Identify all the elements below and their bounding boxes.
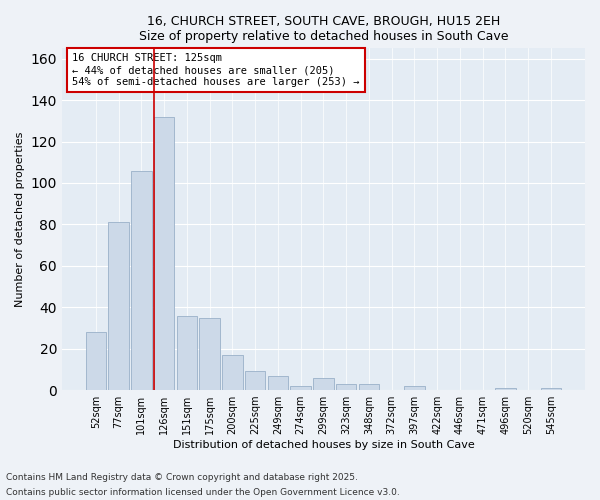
Bar xyxy=(131,170,152,390)
X-axis label: Distribution of detached houses by size in South Cave: Distribution of detached houses by size … xyxy=(173,440,475,450)
Bar xyxy=(199,318,220,390)
Text: Contains HM Land Registry data © Crown copyright and database right 2025.: Contains HM Land Registry data © Crown c… xyxy=(6,473,358,482)
Bar xyxy=(86,332,106,390)
Bar xyxy=(359,384,379,390)
Bar xyxy=(336,384,356,390)
Y-axis label: Number of detached properties: Number of detached properties xyxy=(15,132,25,307)
Bar xyxy=(177,316,197,390)
Text: 16 CHURCH STREET: 125sqm
← 44% of detached houses are smaller (205)
54% of semi-: 16 CHURCH STREET: 125sqm ← 44% of detach… xyxy=(73,54,360,86)
Bar xyxy=(268,376,288,390)
Bar xyxy=(222,355,242,390)
Bar xyxy=(109,222,129,390)
Bar xyxy=(495,388,516,390)
Bar xyxy=(313,378,334,390)
Bar xyxy=(290,386,311,390)
Bar xyxy=(245,372,265,390)
Bar xyxy=(404,386,425,390)
Bar xyxy=(541,388,561,390)
Bar xyxy=(154,116,175,390)
Title: 16, CHURCH STREET, SOUTH CAVE, BROUGH, HU15 2EH
Size of property relative to det: 16, CHURCH STREET, SOUTH CAVE, BROUGH, H… xyxy=(139,15,508,43)
Text: Contains public sector information licensed under the Open Government Licence v3: Contains public sector information licen… xyxy=(6,488,400,497)
